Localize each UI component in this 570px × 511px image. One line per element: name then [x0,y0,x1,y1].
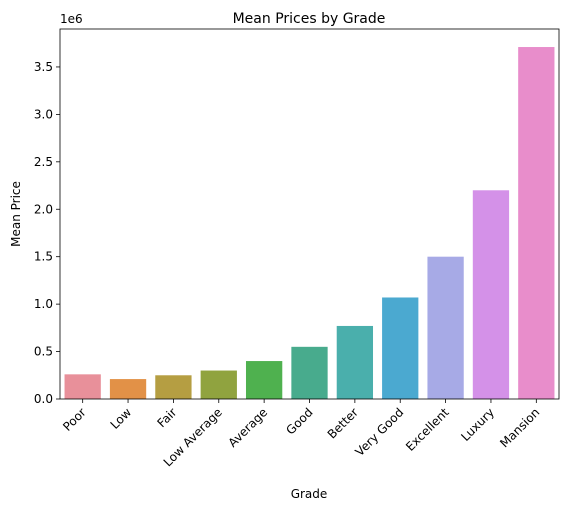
bar-good [291,346,328,399]
y-axis-offset-label: 1e6 [60,12,83,26]
x-tick-label: Excellent [403,405,452,454]
y-tick-label: 0.0 [34,392,53,406]
y-tick-label: 2.5 [34,155,53,169]
y-tick-label: 0.5 [34,345,53,359]
y-tick-label: 3.0 [34,107,53,121]
y-tick-label: 1.0 [34,297,53,311]
y-tick-label: 1.5 [34,250,53,264]
bar-low [109,379,147,399]
chart-title: Mean Prices by Grade [233,11,386,27]
x-tick-label: Poor [60,405,89,434]
x-tick-label: Very Good [353,405,407,459]
bar-mansion [518,47,555,400]
bars-group [64,47,555,400]
y-axis-label: Mean Price [9,181,23,247]
x-tick-label: Luxury [458,405,497,444]
y-ticks-group: 0.0 0.5 1.0 1.5 2.0 2.5 3.0 3.5 [34,60,60,406]
x-tick-label: Mansion [497,405,542,450]
bar-excellent [427,256,464,399]
x-tick-label: Average [226,405,271,450]
x-tick-label: Better [325,405,361,441]
bar-fair [155,375,192,399]
axes-frame [59,28,560,400]
bar-luxury [472,190,510,399]
x-axis-label: Grade [291,487,328,501]
y-tick-label: 2.0 [34,202,53,216]
x-tick-label: Low [108,405,135,432]
bar-average [245,361,283,399]
x-tick-label: Fair [154,405,179,430]
y-tick-label: 3.5 [34,60,53,74]
bar-very-good [382,297,419,399]
bar-poor [64,374,101,399]
bar-low-average [200,370,237,399]
bar-better [336,325,374,399]
x-tick-label: Good [283,405,315,437]
